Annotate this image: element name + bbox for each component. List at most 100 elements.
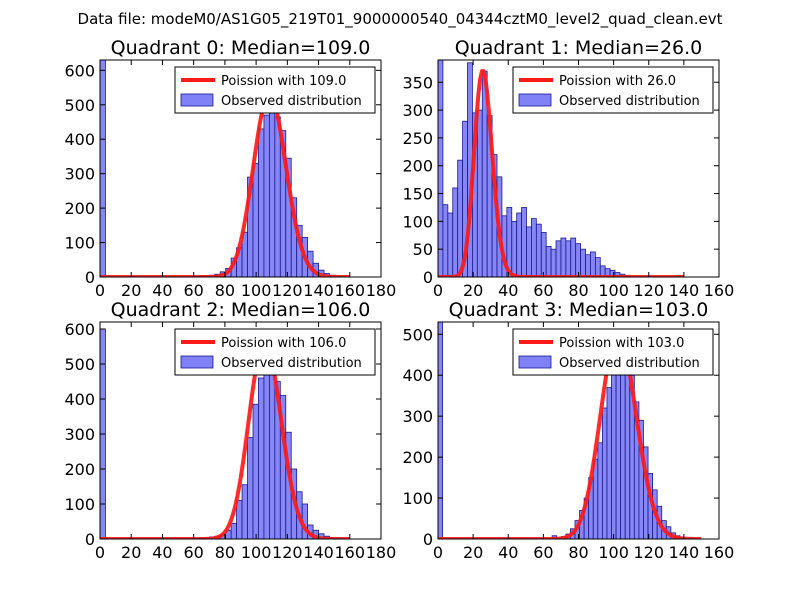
x-tick-label: 140 [303, 281, 334, 300]
x-tick-label: 100 [241, 281, 272, 300]
y-tick-label: 500 [402, 325, 433, 344]
histogram-bar [606, 387, 612, 539]
x-tick-label: 120 [633, 543, 664, 562]
x-tick-label: 40 [498, 281, 518, 300]
histogram-bar [452, 187, 459, 277]
x-tick-label: 160 [335, 281, 366, 300]
x-tick-label: 120 [272, 543, 303, 562]
histogram-bar [516, 212, 522, 277]
histogram-bar [555, 240, 562, 277]
chart-panel-1: 0 20 40 60 80 100 120 140 1600501001502002503003… [402, 37, 734, 300]
chart-panel-3: 0 20 40 60 80 100 120 140 1600100200300400500Qua… [402, 299, 734, 562]
y-tick-label: 600 [64, 61, 95, 80]
y-tick-label: 0 [423, 530, 433, 549]
poisson-fit-line [100, 339, 351, 539]
y-tick-label: 0 [423, 268, 433, 287]
chart-panel-2: 0 20 40 60 80 100 120 140 160 1800100200300400500… [64, 299, 396, 562]
legend-bar-swatch [180, 355, 214, 369]
histogram-bar [580, 248, 586, 277]
histogram-bar [575, 243, 582, 277]
x-tick-label: 20 [121, 543, 141, 562]
legend: Poission with 109.0 Observed distribution [174, 66, 376, 114]
x-tick-label: 180 [366, 281, 397, 300]
histogram-bar [535, 223, 542, 277]
plot-area-2 [100, 328, 351, 539]
y-tick-label: 200 [402, 157, 433, 176]
x-tick-label: 80 [568, 543, 588, 562]
panel-title: Quadrant 2: Median=106.0 [111, 299, 371, 321]
x-tick-label: 60 [183, 543, 203, 562]
y-tick-label: 200 [402, 448, 433, 467]
poisson-fit-line [438, 69, 685, 277]
histogram-bar [476, 109, 483, 277]
poisson-fit-line [100, 92, 351, 277]
histogram-bar [263, 114, 270, 277]
panel-title: Quadrant 1: Median=26.0 [455, 37, 703, 59]
x-tick-label: 60 [533, 281, 553, 300]
histogram-bar [511, 220, 518, 277]
x-tick-label: 0 [95, 543, 105, 562]
x-tick-label: 140 [303, 543, 334, 562]
histogram-bar [438, 60, 444, 277]
histogram-bar [252, 403, 259, 539]
y-tick-label: 300 [402, 407, 433, 426]
histogram-bar [531, 218, 537, 277]
y-tick-label: 0 [85, 530, 95, 549]
legend-bar-swatch [518, 93, 552, 107]
legend-bar-swatch [518, 355, 552, 369]
x-tick-label: 100 [241, 543, 272, 562]
x-tick-label: 60 [533, 543, 553, 562]
legend-observed-label: Observed distribution [559, 94, 700, 109]
x-tick-label: 80 [568, 281, 588, 300]
legend-observed-label: Observed distribution [559, 356, 700, 371]
histogram-bar [521, 207, 527, 277]
x-tick-label: 120 [272, 281, 303, 300]
x-tick-label: 160 [704, 281, 735, 300]
y-tick-label: 250 [402, 129, 433, 148]
histogram-bar [570, 237, 577, 277]
histogram-bar [601, 407, 608, 539]
histogram-bar [540, 232, 547, 277]
x-tick-label: 140 [669, 281, 700, 300]
panel-title: Quadrant 0: Median=109.0 [111, 37, 371, 59]
x-tick-label: 140 [669, 543, 700, 562]
histogram-bar [457, 159, 463, 277]
histogram-bar [545, 245, 552, 277]
histogram-bar [550, 248, 557, 277]
histogram-bar [565, 240, 572, 277]
histogram-bar [594, 257, 601, 277]
histogram-bar [258, 128, 265, 277]
x-tick-label: 80 [215, 281, 235, 300]
y-tick-label: 400 [64, 130, 95, 149]
x-tick-label: 0 [433, 281, 443, 300]
poisson-fit-line [438, 332, 702, 539]
histogram-bar [268, 100, 276, 277]
y-tick-label: 500 [64, 355, 95, 374]
legend: Poission with 26.0 Observed distribution [512, 66, 714, 114]
histogram-bar [611, 366, 617, 539]
histogram-bar [438, 322, 443, 539]
plot-area-1 [438, 60, 685, 277]
histogram-bar [230, 522, 237, 539]
x-tick-label: 0 [95, 281, 105, 300]
histogram-bar [252, 162, 259, 277]
y-tick-label: 350 [402, 73, 433, 92]
histogram-bar [258, 377, 265, 539]
legend-bar-swatch [180, 93, 214, 107]
y-tick-label: 500 [64, 96, 95, 115]
x-tick-label: 40 [152, 281, 172, 300]
x-tick-label: 100 [598, 543, 629, 562]
y-tick-label: 0 [85, 268, 95, 287]
legend-observed-label: Observed distribution [221, 94, 362, 109]
histogram-bar [274, 116, 281, 277]
legend-observed-label: Observed distribution [221, 356, 362, 371]
y-tick-label: 300 [402, 101, 433, 120]
histogram-bar [268, 367, 276, 539]
histogram-bar [247, 437, 254, 539]
legend: Poission with 106.0 Observed distribution [174, 328, 376, 376]
y-tick-label: 200 [64, 199, 95, 218]
legend: Poission with 103.0 Observed distribution [512, 328, 714, 376]
axes-frame [99, 321, 382, 540]
y-tick-label: 300 [64, 165, 95, 184]
